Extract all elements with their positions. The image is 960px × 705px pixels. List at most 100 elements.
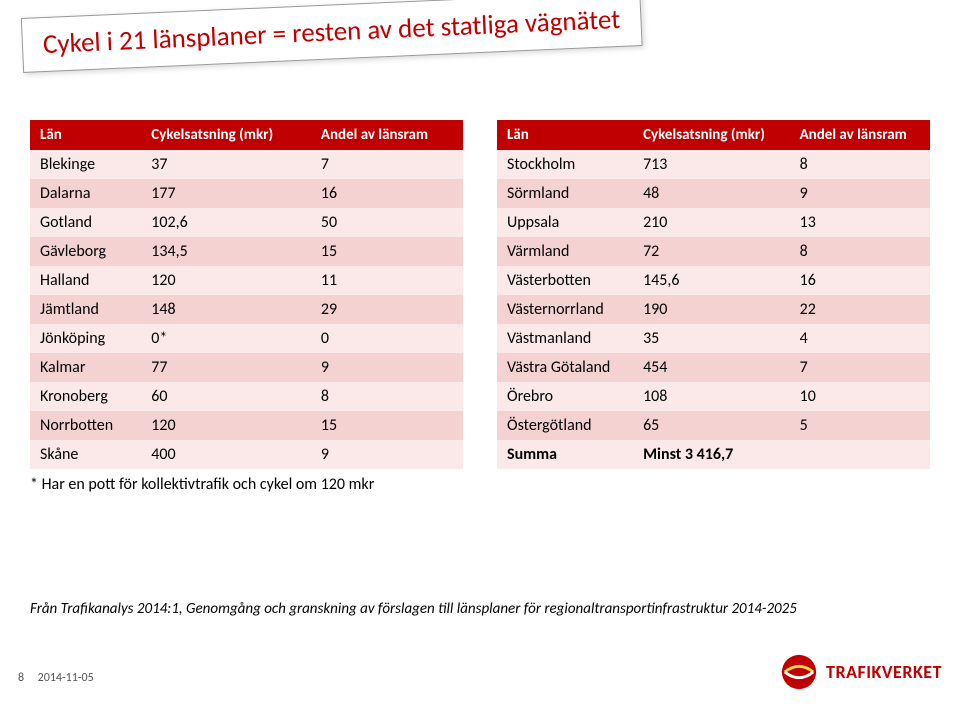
table-cell: Norrbotten [30, 411, 141, 440]
table-cell: Västra Götaland [497, 353, 633, 382]
table-header-cell: Cykelsatsning (mkr) [633, 120, 790, 150]
table-row: Västerbotten145,616 [497, 266, 930, 295]
table-cell: Uppsala [497, 208, 633, 237]
table-cell: Kalmar [30, 353, 141, 382]
trafikverket-logo-icon [780, 653, 818, 691]
table-summary-cell [790, 440, 930, 469]
table-row: Västmanland354 [497, 324, 930, 353]
table-header-cell: Andel av länsram [311, 120, 463, 150]
table-cell: 8 [790, 237, 930, 266]
table-row: Halland12011 [30, 266, 463, 295]
table-cell: 22 [790, 295, 930, 324]
table-row: Uppsala21013 [497, 208, 930, 237]
table-header-cell: Cykelsatsning (mkr) [141, 120, 311, 150]
table-cell: 9 [311, 353, 463, 382]
table-cell: 177 [141, 179, 311, 208]
table-cell: 400 [141, 440, 311, 469]
table-cell: 37 [141, 150, 311, 179]
table-header-cell: Andel av länsram [790, 120, 930, 150]
table-cell: Sörmland [497, 179, 633, 208]
table-right: LänCykelsatsning (mkr)Andel av länsram S… [497, 120, 930, 469]
table-row: Örebro10810 [497, 382, 930, 411]
right-table-block: LänCykelsatsning (mkr)Andel av länsram S… [497, 120, 930, 494]
table-row: Jämtland14829 [30, 295, 463, 324]
table-cell: 16 [790, 266, 930, 295]
table-summary-cell: Summa [497, 440, 633, 469]
table-cell: 0* [141, 324, 311, 353]
table-cell: Stockholm [497, 150, 633, 179]
footer-logo: TRAFIKVERKET [780, 653, 942, 691]
slide-title-box: Cykel i 21 länsplaner = resten av det st… [21, 0, 643, 73]
table-cell: 134,5 [141, 237, 311, 266]
table-cell: Gotland [30, 208, 141, 237]
table-cell: Värmland [497, 237, 633, 266]
table-cell: Östergötland [497, 411, 633, 440]
table-row: Stockholm7138 [497, 150, 930, 179]
table-cell: Västerbotten [497, 266, 633, 295]
table-cell: 148 [141, 295, 311, 324]
table-cell: Jönköping [30, 324, 141, 353]
table-row: Norrbotten12015 [30, 411, 463, 440]
table-cell: Dalarna [30, 179, 141, 208]
table-cell: Skåne [30, 440, 141, 469]
table-cell: 7 [311, 150, 463, 179]
table-cell: Västernorrland [497, 295, 633, 324]
table-cell: 454 [633, 353, 790, 382]
table-cell: 120 [141, 266, 311, 295]
table-cell: 190 [633, 295, 790, 324]
table-row: Jönköping0*0 [30, 324, 463, 353]
table-row: Västernorrland19022 [497, 295, 930, 324]
table-cell: 102,6 [141, 208, 311, 237]
table-cell: 9 [311, 440, 463, 469]
table-row: Östergötland655 [497, 411, 930, 440]
table-row: Kronoberg608 [30, 382, 463, 411]
footnote: * Har en pott för kollektivtrafik och cy… [30, 475, 463, 494]
table-summary-row: SummaMinst 3 416,7 [497, 440, 930, 469]
table-cell: 210 [633, 208, 790, 237]
table-cell: 120 [141, 411, 311, 440]
footer-date: 2014-11-05 [38, 671, 94, 685]
table-cell: 13 [790, 208, 930, 237]
table-cell: Västmanland [497, 324, 633, 353]
table-cell: 35 [633, 324, 790, 353]
table-cell: 15 [311, 237, 463, 266]
table-cell: Gävleborg [30, 237, 141, 266]
table-cell: 50 [311, 208, 463, 237]
table-summary-cell: Minst 3 416,7 [633, 440, 790, 469]
table-cell: 16 [311, 179, 463, 208]
table-cell: 11 [311, 266, 463, 295]
table-row: Dalarna17716 [30, 179, 463, 208]
slide-title: Cykel i 21 länsplaner = resten av det st… [42, 3, 621, 61]
table-cell: 72 [633, 237, 790, 266]
table-cell: 77 [141, 353, 311, 382]
table-cell: 5 [790, 411, 930, 440]
table-cell: 4 [790, 324, 930, 353]
table-row: Gotland102,650 [30, 208, 463, 237]
table-row: Värmland728 [497, 237, 930, 266]
table-cell: 29 [311, 295, 463, 324]
table-cell: Kronoberg [30, 382, 141, 411]
tables-container: LänCykelsatsning (mkr)Andel av länsram B… [30, 120, 930, 494]
left-table-block: LänCykelsatsning (mkr)Andel av länsram B… [30, 120, 463, 494]
table-cell: Halland [30, 266, 141, 295]
table-header-cell: Län [30, 120, 141, 150]
table-cell: 48 [633, 179, 790, 208]
logo-text: TRAFIKVERKET [826, 661, 942, 683]
table-cell: Blekinge [30, 150, 141, 179]
footer-left: 8 2014-11-05 [18, 671, 94, 685]
table-header-cell: Län [497, 120, 633, 150]
table-cell: 60 [141, 382, 311, 411]
page-number: 8 [18, 671, 24, 685]
table-cell: 8 [790, 150, 930, 179]
table-row: Sörmland489 [497, 179, 930, 208]
table-cell: 108 [633, 382, 790, 411]
table-cell: 8 [311, 382, 463, 411]
table-cell: 15 [311, 411, 463, 440]
table-cell: 9 [790, 179, 930, 208]
table-cell: 65 [633, 411, 790, 440]
table-row: Skåne4009 [30, 440, 463, 469]
table-cell: 7 [790, 353, 930, 382]
table-cell: 0 [311, 324, 463, 353]
source-line: Från Trafikanalys 2014:1, Genomgång och … [30, 600, 797, 618]
table-cell: 145,6 [633, 266, 790, 295]
